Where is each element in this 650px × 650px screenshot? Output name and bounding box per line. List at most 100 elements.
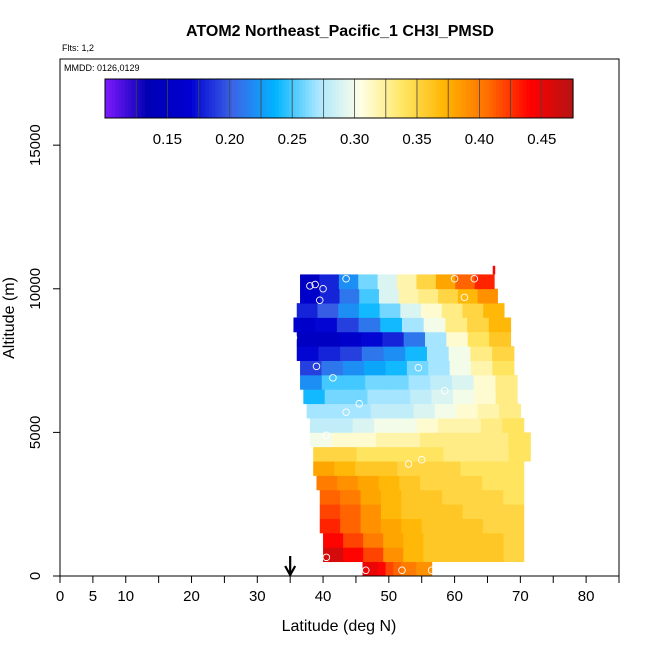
- heatmap-cell: [401, 489, 423, 505]
- colorbar-swatch: [308, 79, 313, 118]
- sample-point: [398, 566, 406, 575]
- colorbar-swatch: [238, 79, 243, 118]
- dates-annotation: MMDD: 0126,0129: [64, 63, 140, 73]
- heatmap-cell: [378, 446, 401, 462]
- heatmap-cell: [323, 532, 344, 548]
- heatmap-cell: [441, 303, 464, 318]
- colorbar-swatch: [529, 79, 534, 118]
- colorbar-swatch: [509, 79, 514, 118]
- colorbar-swatch: [292, 79, 297, 118]
- heatmap-cell: [502, 475, 525, 491]
- colorbar-swatch: [168, 79, 173, 118]
- heatmap-cell: [483, 547, 505, 563]
- colorbar-swatch: [369, 79, 374, 118]
- heatmap-cell: [470, 346, 493, 361]
- colorbar-swatch: [419, 79, 424, 118]
- y-tick-label: 0: [27, 572, 44, 580]
- heatmap-cell: [374, 418, 396, 433]
- colorbar-swatch: [482, 79, 487, 118]
- heatmap-cell: [421, 518, 443, 534]
- heatmap-cell: [375, 432, 399, 448]
- colorbar-swatch: [115, 79, 119, 118]
- heatmap-cell: [380, 317, 403, 333]
- colorbar-swatch: [449, 79, 454, 118]
- heatmap-cell: [508, 446, 531, 462]
- heatmap-cell: [379, 303, 401, 318]
- colorbar-swatch: [138, 79, 143, 118]
- colorbar-swatch: [145, 79, 150, 118]
- x-tick-label: 5: [89, 588, 97, 605]
- colorbar-swatch: [425, 79, 430, 118]
- heatmap-cell: [306, 403, 329, 419]
- colorbar-swatch: [362, 79, 367, 118]
- colorbar-swatch: [442, 79, 447, 118]
- heatmap-cell: [461, 475, 483, 491]
- colorbar-swatch: [305, 79, 310, 118]
- colorbar-swatch: [278, 79, 283, 118]
- heatmap-cell: [383, 346, 406, 361]
- colorbar-swatch: [128, 79, 133, 118]
- heatmap-cell: [296, 331, 319, 347]
- sample-point: [427, 566, 436, 575]
- heatmap-cell: [403, 547, 424, 563]
- heatmap-cell: [492, 346, 515, 361]
- heatmap-cell: [399, 475, 421, 491]
- colorbar-swatch: [322, 79, 327, 118]
- colorbar-swatch: [409, 79, 414, 118]
- heatmap-cell: [410, 389, 433, 405]
- colorbar-swatch: [476, 79, 480, 118]
- heatmap-cell: [482, 475, 504, 491]
- heatmap-cell: [473, 374, 496, 390]
- colorbar-swatch: [389, 79, 394, 118]
- colorbar-swatch: [175, 79, 180, 118]
- colorbar-swatch: [415, 79, 420, 118]
- heatmap-cell: [474, 274, 495, 290]
- heatmap-cell: [357, 475, 380, 491]
- colorbar-swatch: [118, 79, 123, 118]
- heatmap-cell: [319, 288, 341, 304]
- heatmap-cell: [324, 389, 347, 405]
- sample-point: [470, 274, 479, 283]
- heatmap-cell: [486, 432, 509, 448]
- heatmap-cell: [378, 475, 400, 491]
- colorbar-swatch: [191, 79, 196, 118]
- colorbar-swatch: [372, 79, 377, 118]
- heatmap-cell: [313, 461, 335, 476]
- heatmap-cell: [397, 461, 420, 476]
- heatmap-cell: [346, 389, 369, 405]
- colorbar-swatch: [345, 79, 350, 118]
- colorbar-swatch: [435, 79, 440, 118]
- heatmap-cell: [338, 303, 360, 318]
- colorbar-swatch: [272, 79, 277, 118]
- heatmap-cell: [388, 389, 411, 405]
- heatmap-cell: [380, 489, 402, 505]
- heatmap-cell: [363, 547, 384, 563]
- heatmap-cell: [300, 288, 321, 304]
- heatmap-cell: [382, 331, 405, 347]
- heatmap-cells: [293, 265, 531, 577]
- heatmap-cell: [361, 346, 385, 361]
- colorbar-swatch: [349, 79, 353, 118]
- heatmap-cell: [423, 547, 445, 563]
- x-tick-label: 30: [249, 588, 266, 605]
- colorbar-swatch: [312, 79, 317, 118]
- heatmap-cell: [492, 265, 496, 275]
- heatmap-cell: [488, 317, 512, 333]
- sample-point: [322, 431, 331, 440]
- sample-points: [289, 274, 479, 575]
- colorbar-swatch: [552, 79, 557, 118]
- heatmap-cell: [321, 360, 344, 376]
- colorbar-swatch: [332, 79, 337, 118]
- heatmap-cell: [462, 518, 484, 534]
- heatmap-cell: [337, 475, 359, 491]
- colorbar-swatch: [452, 79, 457, 118]
- heatmap-cell: [319, 518, 341, 534]
- heatmap-cell: [383, 547, 404, 563]
- heatmap-cell: [439, 461, 462, 476]
- chart-title: ATOM2 Northeast_Pacific_1 CH3I_PMSD: [186, 23, 494, 40]
- heatmap-cell: [421, 303, 443, 318]
- x-tick-label: 50: [380, 588, 397, 605]
- sample-point: [319, 285, 327, 293]
- heatmap-cell: [401, 504, 423, 519]
- colorbar-tick-label: 0.20: [215, 131, 244, 148]
